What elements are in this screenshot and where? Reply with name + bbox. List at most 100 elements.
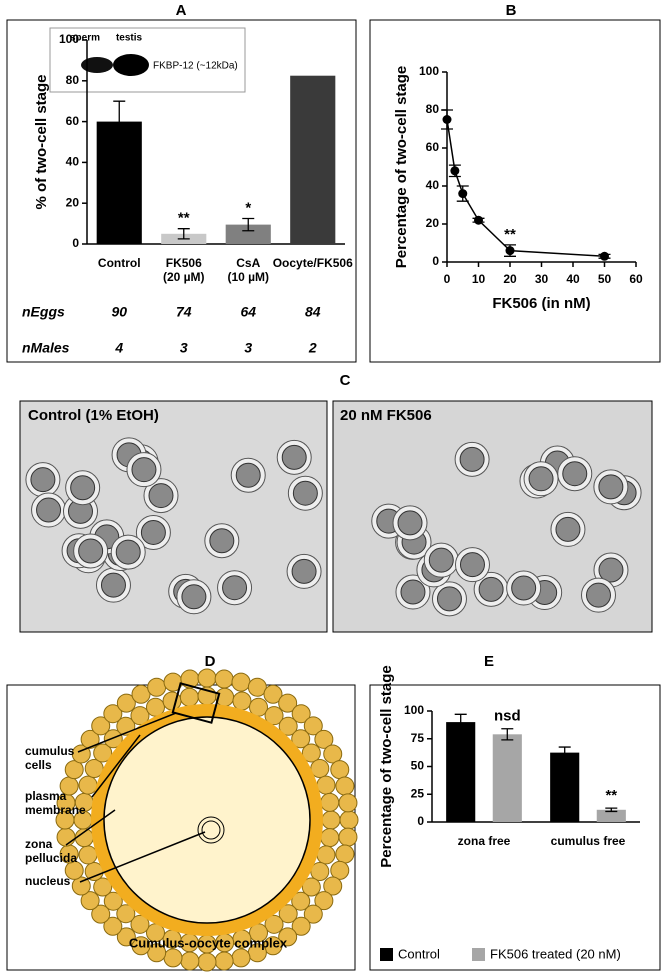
y-tick-label: 60 — [426, 140, 440, 154]
cumulus-cell — [338, 793, 358, 813]
point — [458, 189, 468, 199]
error-bar — [605, 807, 618, 813]
cumulus-cell — [147, 943, 167, 963]
cell — [511, 575, 537, 601]
cumulus-cell — [301, 743, 321, 763]
cell — [459, 446, 485, 472]
x-tick-label: CsA (10 µM) — [227, 256, 269, 284]
cumulus-cell — [303, 904, 323, 924]
cell — [131, 457, 157, 483]
cumulus-cell — [303, 716, 323, 736]
annotation: nsd — [494, 708, 521, 725]
y-tick-label: 100 — [404, 703, 424, 717]
y-axis-label: Percentage of two-cell stage — [393, 66, 410, 269]
x-tick-label: 0 — [444, 272, 451, 286]
cell — [70, 475, 96, 501]
cumulus-cell — [291, 704, 311, 724]
x-tick-label: 40 — [566, 272, 580, 286]
cumulus-cell — [78, 775, 98, 795]
cumulus-cell — [338, 827, 358, 847]
y-tick-label: 80 — [426, 102, 440, 116]
y-tick-label: 25 — [411, 786, 425, 800]
bar — [492, 734, 522, 822]
y-tick-label: 20 — [426, 216, 440, 230]
cell — [598, 557, 624, 583]
cumulus-cell — [131, 936, 151, 956]
cell — [292, 480, 318, 506]
cumulus-cell — [247, 677, 267, 697]
cell — [459, 552, 485, 578]
cell — [598, 474, 624, 500]
y-tick-label: 75 — [411, 731, 425, 745]
panel-label: B — [506, 2, 517, 19]
table-cell: 3 — [244, 340, 252, 356]
cumulus-cell — [214, 669, 234, 689]
table-cell: 4 — [114, 340, 123, 356]
cumulus-cell — [291, 916, 311, 936]
x-tick-label: FK506 (20 µM) — [163, 256, 205, 284]
cell — [140, 519, 166, 545]
x-tick-label: 30 — [535, 272, 549, 286]
table-cell: 90 — [111, 304, 127, 320]
cumulus-cell — [301, 877, 321, 897]
table-cell: 74 — [176, 304, 192, 320]
micrograph-label: Control (1% EtOH) — [28, 407, 159, 424]
legend-label: FK506 treated (20 nM) — [490, 946, 621, 961]
x-tick-label: cumulus free — [551, 834, 626, 848]
cumulus-cell — [314, 729, 334, 749]
cumulus-cell — [330, 760, 350, 780]
cumulus-cell — [278, 927, 298, 947]
cumulus-cell — [316, 845, 336, 865]
point — [450, 166, 460, 176]
cumulus-cell — [316, 775, 336, 795]
y-tick-label: 0 — [432, 254, 439, 268]
y-tick-label: 20 — [66, 195, 80, 209]
cumulus-cell — [231, 948, 251, 968]
x-tick-label: zona free — [458, 834, 511, 848]
x-tick-label: Oocyte/FK506 — [273, 256, 353, 270]
bar — [446, 722, 476, 822]
y-tick-label: 60 — [66, 114, 80, 128]
cumulus-cell — [91, 904, 111, 924]
blot-label: FKBP-12 (~12kDa) — [153, 61, 238, 72]
cumulus-cell — [91, 716, 111, 736]
error-bar — [177, 228, 190, 240]
y-axis-label: Percentage of two-cell stage — [378, 665, 395, 868]
lane-label: sperm — [70, 33, 100, 44]
legend-label: Control — [398, 946, 440, 961]
lane-label: testis — [116, 33, 143, 44]
cumulus-cell — [131, 684, 151, 704]
cell — [100, 572, 126, 598]
x-tick-label: 60 — [629, 272, 643, 286]
legend-swatch — [472, 948, 485, 961]
cumulus-cell — [116, 904, 136, 924]
cumulus-cell — [214, 951, 234, 971]
blot-band — [113, 54, 149, 76]
bar — [550, 752, 580, 822]
error-bar — [501, 728, 514, 741]
blot-band — [81, 57, 113, 73]
cell — [478, 576, 504, 602]
table-cell: 64 — [240, 304, 256, 320]
x-tick-label: 10 — [472, 272, 486, 286]
cumulus-cell — [263, 936, 283, 956]
cumulus-cell — [278, 904, 298, 924]
cumulus-cell — [103, 704, 123, 724]
cell — [400, 579, 426, 605]
cumulus-cell — [323, 744, 343, 764]
panel-label: A — [176, 2, 187, 19]
cumulus-cell — [321, 810, 341, 830]
table-cell: 3 — [180, 340, 188, 356]
y-tick-label: 40 — [66, 155, 80, 169]
cumulus-cell — [231, 672, 251, 692]
bar — [596, 809, 626, 822]
cell — [209, 528, 235, 554]
point — [600, 251, 609, 261]
bar — [290, 75, 336, 244]
cumulus-cell — [335, 844, 355, 864]
diagram-label: plasma membrane — [25, 789, 86, 817]
legend-swatch — [380, 948, 393, 961]
cumulus-cell — [103, 729, 123, 749]
cumulus-cell — [197, 952, 217, 972]
